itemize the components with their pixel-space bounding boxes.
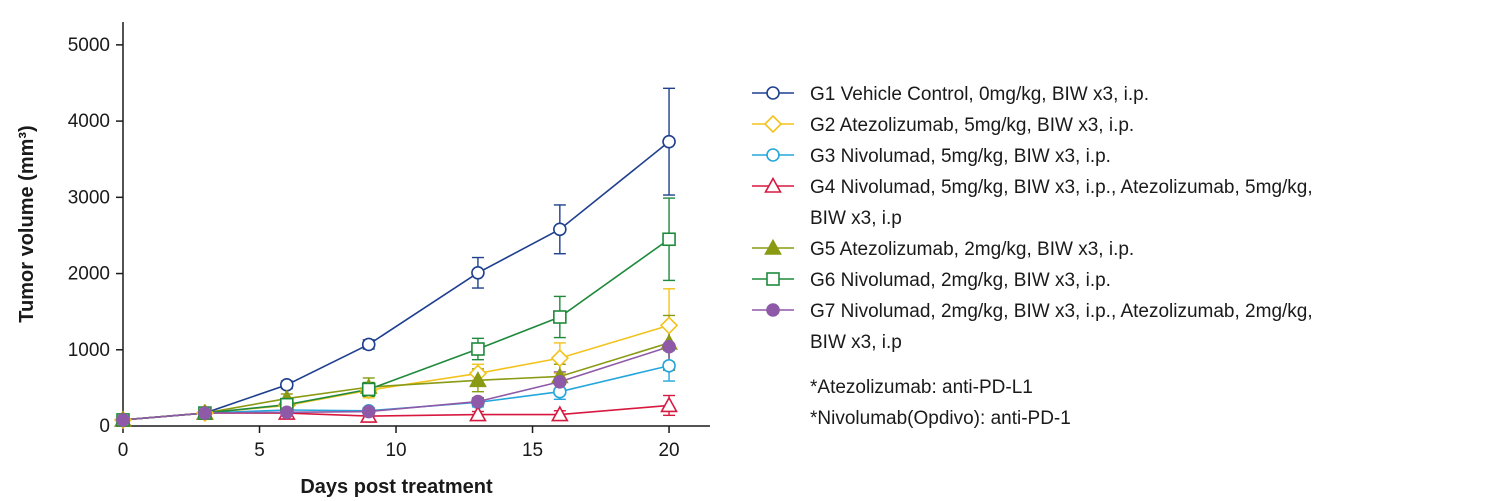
data-point-g7 [553,374,567,389]
x-tick-label: 20 [658,440,679,461]
x-tick-label: 15 [522,440,543,461]
data-point-g7 [662,339,676,354]
legend-item-g2: G2 Atezolizumab, 5mg/kg, BIW x3, i.p. [752,114,1134,136]
data-point-g1 [553,222,567,237]
data-point-g7 [361,404,376,419]
legend-marker-g5 [764,238,782,255]
data-markers [113,134,679,430]
data-point-g1 [361,337,376,352]
legend-label-g7: G7 Nivolumad, 2mg/kg, BIW x3, i.p., Atez… [810,301,1313,322]
legend-item-g5: G5 Atezolizumab, 2mg/kg, BIW x3, i.p. [752,238,1134,260]
legend-marker-g3 [766,148,780,162]
series-line-g6 [122,238,670,421]
data-point-g7 [471,394,485,409]
legend-marker-g2 [763,114,783,134]
series-lines [122,141,670,421]
legend-label-g1: G1 Vehicle Control, 0mg/kg, BIW x3, i.p. [810,84,1149,105]
y-tick-label: 3000 [68,187,110,208]
footnote-2: *Nivolumab(Opdivo): anti-PD-1 [810,408,1071,429]
data-point-g7 [280,405,294,420]
data-point-g1 [471,265,485,280]
y-tick-label: 0 [99,416,110,437]
legend-marker-g7 [766,303,780,317]
legend: G1 Vehicle Control, 0mg/kg, BIW x3, i.p.… [752,84,1313,353]
data-point-g7 [198,406,212,420]
legend-label-g2: G2 Atezolizumab, 5mg/kg, BIW x3, i.p. [810,115,1134,136]
data-point-g1 [662,134,676,149]
y-tick-label: 2000 [68,264,110,285]
data-point-g6 [471,342,485,356]
legend-label-g6: G6 Nivolumad, 2mg/kg, BIW x3, i.p. [810,270,1111,291]
legend-item-g4: G4 Nivolumad, 5mg/kg, BIW x3, i.p., Atez… [752,176,1313,229]
legend-label-g7: BIW x3, i.p [810,332,902,353]
legend-item-g7: G7 Nivolumad, 2mg/kg, BIW x3, i.p., Atez… [752,301,1313,353]
data-point-g6 [361,382,376,397]
series-line-g1 [122,141,670,421]
data-point-g7 [116,413,130,427]
data-point-g6 [662,232,676,247]
x-tick-label: 0 [118,440,129,461]
legend-item-g6: G6 Nivolumad, 2mg/kg, BIW x3, i.p. [752,270,1111,291]
data-point-g3 [662,358,676,373]
legend-marker-g1 [766,86,780,100]
x-tick-label: 5 [254,440,265,461]
data-point-g4 [660,396,678,413]
x-axis-title: Days post treatment [300,476,493,498]
data-point-g6 [553,310,567,324]
legend-item-g3: G3 Nivolumad, 5mg/kg, BIW x3, i.p. [752,146,1111,167]
legend-label-g4: G4 Nivolumad, 5mg/kg, BIW x3, i.p., Atez… [810,177,1313,198]
y-axis-title: Tumor volume (mm³) [16,125,38,322]
data-point-g4 [469,405,487,422]
x-tick-label: 10 [385,440,406,461]
data-point-g5 [469,371,487,388]
data-point-g2 [659,316,679,335]
legend-marker-g4 [764,176,782,193]
y-tick-label: 4000 [68,111,110,132]
legend-marker-g6 [766,272,780,286]
y-tick-label: 1000 [68,340,110,361]
footnote-1: *Atezolizumab: anti-PD-L1 [810,377,1033,398]
y-tick-label: 5000 [68,35,110,56]
data-point-g1 [280,378,294,392]
footnotes: *Atezolizumab: anti-PD-L1 *Nivolumab(Opdi… [810,377,1071,429]
axes: 0 1000 2000 3000 4000 5000 0 5 10 15 20 Days post t… [16,22,710,498]
legend-item-g1: G1 Vehicle Control, 0mg/kg, BIW x3, i.p. [752,84,1149,105]
legend-label-g5: G5 Atezolizumab, 2mg/kg, BIW x3, i.p. [810,239,1134,260]
legend-label-g3: G3 Nivolumad, 5mg/kg, BIW x3, i.p. [810,146,1111,167]
legend-label-g4: BIW x3, i.p [810,208,902,229]
data-point-g2 [550,349,569,368]
data-point-g4 [550,405,569,422]
